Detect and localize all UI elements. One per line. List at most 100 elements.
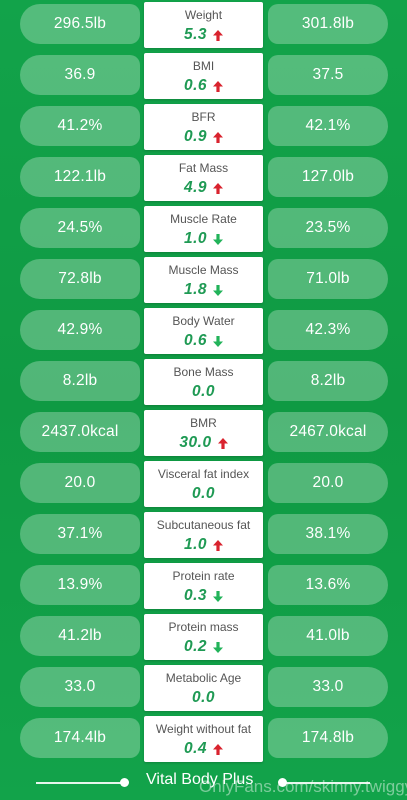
- previous-value: 296.5lb: [20, 4, 140, 44]
- current-value: 13.6%: [268, 565, 388, 605]
- change-value: 0.0: [191, 383, 216, 400]
- current-value: 174.8lb: [268, 718, 388, 758]
- metric-label: Subcutaneous fat: [156, 518, 251, 532]
- metric-row: 2437.0kcal BMR 30.0 2467.0kcal: [0, 408, 407, 456]
- change-value: 0.6: [183, 77, 208, 94]
- arrow-up-icon: [213, 539, 224, 551]
- metric-card: Weight 5.3: [144, 2, 263, 48]
- metric-change: 1.8: [144, 281, 263, 299]
- metric-change: 1.0: [144, 230, 263, 248]
- current-value: 41.0lb: [268, 616, 388, 656]
- metric-label: Body Water: [172, 314, 235, 328]
- arrow-up-icon: [213, 182, 224, 194]
- arrow-down-icon: [213, 233, 224, 245]
- metric-row: 20.0 Visceral fat index 0.0 20.0: [0, 459, 407, 507]
- metric-label: Metabolic Age: [165, 671, 242, 685]
- change-value: 0.3: [183, 587, 208, 604]
- metric-row: 42.9% Body Water 0.6 42.3%: [0, 306, 407, 354]
- change-value: 4.9: [183, 179, 208, 196]
- current-value: 127.0lb: [268, 157, 388, 197]
- metric-change: 0.6: [144, 77, 263, 95]
- previous-value: 8.2lb: [20, 361, 140, 401]
- metric-change: 4.9: [144, 179, 263, 197]
- metric-row: 41.2lb Protein mass 0.2 41.0lb: [0, 612, 407, 660]
- previous-value: 13.9%: [20, 565, 140, 605]
- current-value: 20.0: [268, 463, 388, 503]
- change-value: 1.0: [183, 230, 208, 247]
- metric-row: 37.1% Subcutaneous fat 1.0 38.1%: [0, 510, 407, 558]
- metric-change: 0.4: [144, 740, 263, 758]
- footer: Vital Body Plus: [0, 764, 407, 800]
- arrow-up-icon: [213, 131, 224, 143]
- current-value: 71.0lb: [268, 259, 388, 299]
- metric-row: 72.8lb Muscle Mass 1.8 71.0lb: [0, 255, 407, 303]
- metric-row: 174.4lb Weight without fat 0.4 174.8lb: [0, 714, 407, 762]
- change-value: 0.9: [183, 128, 208, 145]
- change-value: 0.6: [183, 332, 208, 349]
- previous-value: 174.4lb: [20, 718, 140, 758]
- previous-value: 41.2%: [20, 106, 140, 146]
- metric-label: Protein mass: [168, 620, 239, 634]
- change-value: 1.8: [183, 281, 208, 298]
- change-value: 5.3: [183, 26, 208, 43]
- previous-value: 2437.0kcal: [20, 412, 140, 452]
- current-value: 33.0: [268, 667, 388, 707]
- previous-value: 41.2lb: [20, 616, 140, 656]
- current-value: 8.2lb: [268, 361, 388, 401]
- metric-label: Fat Mass: [178, 161, 229, 175]
- metric-label: BMR: [190, 416, 217, 430]
- footer-line-left: [36, 782, 124, 784]
- metric-row: 296.5lb Weight 5.3 301.8lb: [0, 0, 407, 48]
- metric-row: 13.9% Protein rate 0.3 13.6%: [0, 561, 407, 609]
- previous-value: 24.5%: [20, 208, 140, 248]
- metric-card: Protein rate 0.3: [144, 563, 263, 609]
- change-value: 1.0: [183, 536, 208, 553]
- footer-line-right: [284, 782, 370, 784]
- metric-change: 0.0: [144, 485, 263, 503]
- arrow-up-icon: [213, 80, 224, 92]
- metric-card: Bone Mass 0.0: [144, 359, 263, 405]
- footer-dot-right: [278, 778, 287, 787]
- metric-card: BMI 0.6: [144, 53, 263, 99]
- metric-change: 0.0: [144, 383, 263, 401]
- previous-value: 42.9%: [20, 310, 140, 350]
- current-value: 37.5: [268, 55, 388, 95]
- footer-title: Vital Body Plus: [146, 771, 254, 788]
- metric-row: 36.9 BMI 0.6 37.5: [0, 51, 407, 99]
- metric-row: 33.0 Metabolic Age 0.0 33.0: [0, 663, 407, 711]
- metric-card: Protein mass 0.2: [144, 614, 263, 660]
- change-value: 0.4: [183, 740, 208, 757]
- metric-label: Weight: [184, 8, 223, 22]
- change-value: 0.0: [191, 485, 216, 502]
- arrow-up-icon: [217, 437, 228, 449]
- metric-card: BFR 0.9: [144, 104, 263, 150]
- metric-row: 24.5% Muscle Rate 1.0 23.5%: [0, 204, 407, 252]
- metric-row: 122.1lb Fat Mass 4.9 127.0lb: [0, 153, 407, 201]
- metric-change: 0.0: [144, 689, 263, 707]
- watermark-text: OnlyFans.com/skinny.twiggy: [199, 777, 407, 796]
- current-value: 301.8lb: [268, 4, 388, 44]
- metric-label: Weight without fat: [155, 722, 252, 736]
- metric-label: Protein rate: [172, 569, 235, 583]
- current-value: 23.5%: [268, 208, 388, 248]
- metric-card: Visceral fat index 0.0: [144, 461, 263, 507]
- arrow-down-icon: [213, 641, 224, 653]
- metric-change: 0.9: [144, 128, 263, 146]
- metric-card: Muscle Mass 1.8: [144, 257, 263, 303]
- metric-card: Subcutaneous fat 1.0: [144, 512, 263, 558]
- current-value: 42.1%: [268, 106, 388, 146]
- metric-card: Muscle Rate 1.0: [144, 206, 263, 252]
- metric-row: 8.2lb Bone Mass 0.0 8.2lb: [0, 357, 407, 405]
- metric-card: Weight without fat 0.4: [144, 716, 263, 762]
- previous-value: 122.1lb: [20, 157, 140, 197]
- metric-row: 41.2% BFR 0.9 42.1%: [0, 102, 407, 150]
- previous-value: 72.8lb: [20, 259, 140, 299]
- arrow-down-icon: [213, 335, 224, 347]
- metric-label: BMI: [192, 59, 215, 73]
- metric-change: 5.3: [144, 26, 263, 44]
- metric-label: BFR: [191, 110, 216, 124]
- previous-value: 20.0: [20, 463, 140, 503]
- metric-card: BMR 30.0: [144, 410, 263, 456]
- metric-change: 0.3: [144, 587, 263, 605]
- metric-label: Muscle Rate: [170, 212, 237, 226]
